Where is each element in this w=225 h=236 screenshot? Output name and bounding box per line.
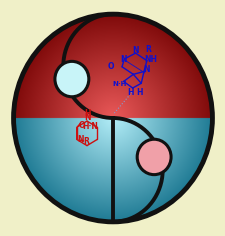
Text: O: O (107, 62, 113, 71)
Text: N: N (83, 113, 90, 122)
Text: N: N (132, 46, 138, 55)
Text: O: O (78, 121, 85, 130)
Text: R: R (83, 137, 89, 146)
Text: H: H (83, 110, 90, 118)
Circle shape (55, 61, 88, 97)
Text: N: N (143, 65, 149, 74)
Text: H: H (136, 88, 142, 97)
Text: N: N (77, 135, 84, 144)
Text: R: R (144, 45, 150, 54)
Text: NH: NH (144, 55, 157, 64)
Text: N: N (119, 55, 126, 63)
Circle shape (137, 139, 170, 175)
Text: N·H: N·H (111, 81, 126, 87)
Text: H·N: H·N (82, 122, 98, 131)
Text: H: H (127, 88, 133, 97)
